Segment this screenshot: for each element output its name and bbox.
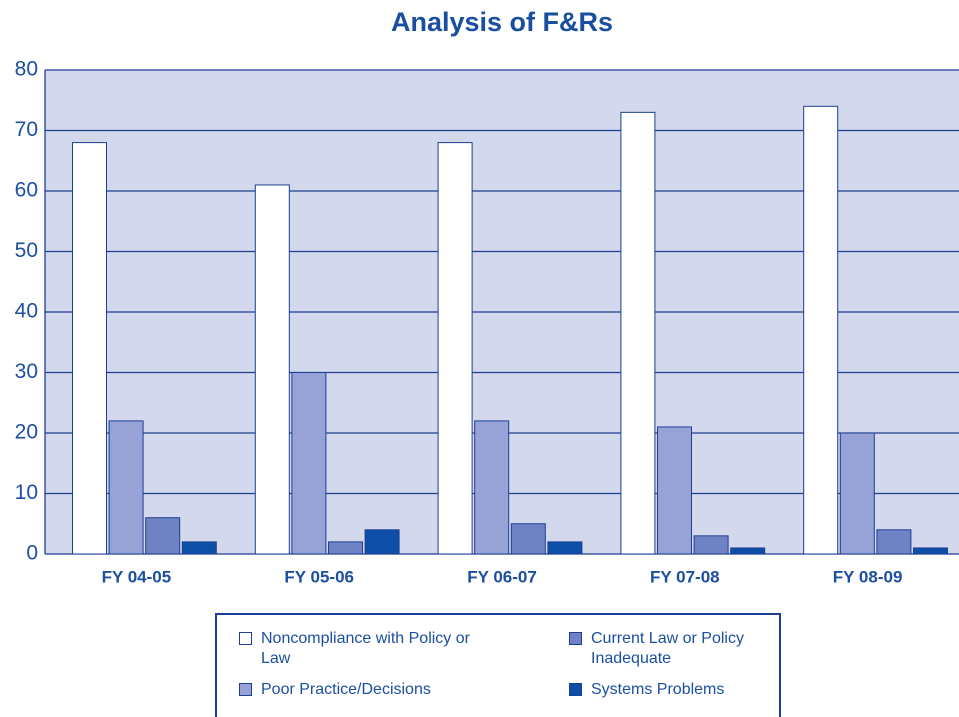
bar	[547, 541, 583, 555]
y-tick-label: 80	[15, 58, 38, 81]
legend-swatch	[569, 683, 582, 696]
legend-label: Noncompliance with Policy or Law	[261, 630, 470, 667]
legend-item: Noncompliance with Policy or Law	[239, 629, 489, 669]
bar	[657, 426, 692, 555]
y-tick-label: 0	[26, 542, 38, 565]
bar	[510, 523, 546, 555]
bar	[876, 529, 912, 555]
bar	[72, 142, 107, 555]
bar	[730, 547, 766, 555]
bar	[145, 517, 181, 555]
chart-title: Analysis of F&Rs	[391, 7, 613, 37]
y-tick-label: 70	[15, 118, 38, 141]
legend: Noncompliance with Policy or Law Poor Pra…	[215, 613, 781, 717]
bar	[364, 529, 400, 555]
bar	[474, 420, 510, 555]
y-tick-label: 40	[15, 300, 38, 323]
legend-label: Systems Problems	[591, 681, 725, 698]
bar	[254, 184, 290, 555]
bar	[803, 105, 839, 555]
bar	[693, 535, 729, 555]
legend-item: Current Law or Policy Inadequate	[569, 629, 759, 669]
legend-swatch	[569, 632, 582, 645]
x-tick-label: FY 04-05	[102, 567, 172, 586]
bar	[328, 541, 363, 555]
legend-swatch	[239, 683, 252, 696]
bar	[913, 547, 948, 555]
y-tick-label: 10	[15, 481, 38, 504]
legend-item: Poor Practice/Decisions	[239, 680, 489, 700]
y-tick-label: 50	[15, 239, 38, 262]
bar	[839, 432, 875, 555]
x-tick-label: FY 08-09	[833, 567, 903, 586]
legend-label: Poor Practice/Decisions	[261, 681, 431, 698]
y-tick-label: 20	[15, 421, 38, 444]
legend-swatch	[239, 632, 252, 645]
bar	[620, 111, 656, 555]
bar	[181, 541, 217, 555]
legend-item: Systems Problems	[569, 680, 759, 700]
x-tick-label: FY 05-06	[284, 567, 354, 586]
x-tick-label: FY 06-07	[467, 567, 537, 586]
legend-label: Current Law or Policy Inadequate	[591, 630, 744, 667]
bar	[437, 142, 473, 555]
y-tick-label: 60	[15, 179, 38, 202]
bar	[291, 372, 327, 555]
x-tick-label: FY 07-08	[650, 567, 720, 586]
bar	[108, 420, 144, 555]
y-tick-label: 30	[15, 360, 38, 383]
